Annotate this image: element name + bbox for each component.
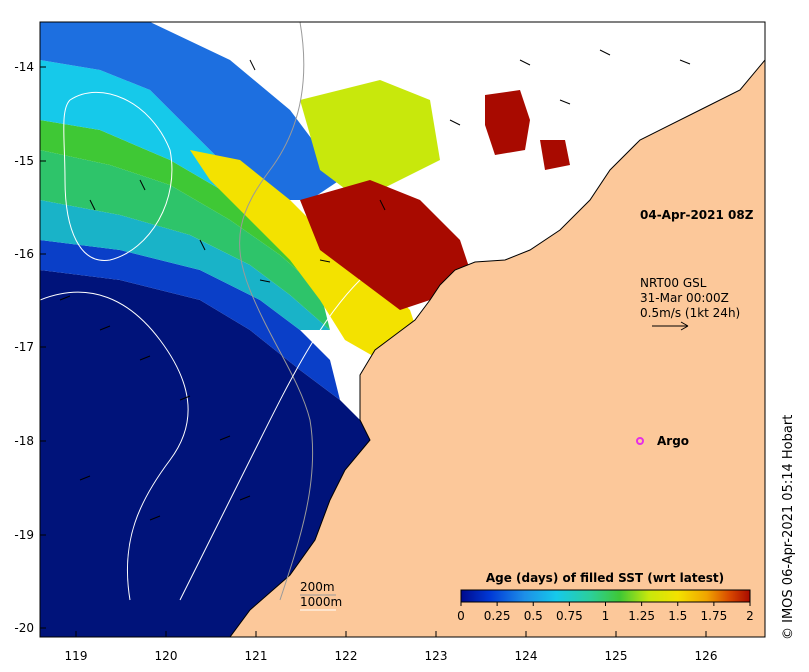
x-tick-label: 125 bbox=[605, 649, 628, 663]
colorbar-tick-label: 1.5 bbox=[668, 609, 687, 623]
depth-legend-1000m: 1000m bbox=[300, 595, 342, 609]
sst-band-green bbox=[40, 150, 330, 330]
land-australia bbox=[230, 60, 765, 637]
plot-frame bbox=[39, 21, 766, 638]
sst-band-bright-green bbox=[40, 120, 340, 300]
y-tick-label: -20 bbox=[14, 621, 34, 635]
colorbar: Age (days) of filled SST (wrt latest) 0 0… bbox=[457, 571, 754, 623]
colorbar-title: Age (days) of filled SST (wrt latest) bbox=[486, 571, 724, 585]
colorbar-tick-label: 0.5 bbox=[524, 609, 543, 623]
current-source-line2: 31-Mar 00:00Z bbox=[640, 291, 729, 305]
sst-band-yellow-green bbox=[300, 80, 440, 200]
current-scale-label: 0.5m/s (1kt 24h) bbox=[640, 306, 740, 320]
colorbar-tick-label: 2 bbox=[746, 609, 754, 623]
isobath-200m bbox=[239, 22, 314, 601]
y-tick-label: -16 bbox=[14, 247, 34, 261]
y-tick-marks bbox=[40, 66, 46, 629]
sst-band-teal-north bbox=[40, 60, 290, 240]
current-arrows bbox=[59, 49, 691, 521]
argo-label: Argo bbox=[657, 434, 689, 448]
y-tick-label: -18 bbox=[14, 434, 34, 448]
colorbar-gradient bbox=[460, 589, 751, 603]
y-tick-label: -14 bbox=[14, 60, 34, 74]
colorbar-tick-label: 1.25 bbox=[628, 609, 655, 623]
colorbar-tick-label: 0.75 bbox=[556, 609, 583, 623]
timestamp-label: 04-Apr-2021 08Z bbox=[640, 208, 754, 222]
sst-band-blue-north bbox=[40, 22, 340, 200]
current-scale-arrow bbox=[652, 321, 689, 331]
colorbar-tick-label: 1 bbox=[602, 609, 610, 623]
imos-credit: © IMOS 06-Apr-2021 05:14 Hobart bbox=[781, 414, 796, 640]
x-tick-label: 123 bbox=[425, 649, 448, 663]
sst-band-dark-red bbox=[300, 180, 470, 310]
coastline-kimberley bbox=[229, 59, 765, 637]
y-tick-label: -17 bbox=[14, 340, 34, 354]
sst-band-blue bbox=[40, 240, 340, 400]
y-tick-labels: -14 -15 -16 -17 -18 -19 -20 bbox=[14, 60, 34, 635]
isobath-1000m bbox=[40, 91, 361, 601]
y-tick-label: -19 bbox=[14, 528, 34, 542]
colorbar-tick-label: 0 bbox=[457, 609, 465, 623]
x-tick-label: 121 bbox=[245, 649, 268, 663]
x-tick-label: 119 bbox=[65, 649, 88, 663]
sst-band-yellow bbox=[190, 150, 420, 360]
colorbar-tick-label: 0.25 bbox=[484, 609, 511, 623]
sst-band-dark-blue bbox=[40, 270, 380, 637]
x-tick-label: 120 bbox=[155, 649, 178, 663]
x-tick-marks bbox=[75, 631, 707, 637]
sst-patch-dark-red-north bbox=[485, 90, 530, 155]
colorbar-tick-label: 1.75 bbox=[701, 609, 728, 623]
x-tick-labels: 119 120 121 122 123 124 125 126 bbox=[65, 649, 718, 663]
sst-band-teal bbox=[40, 200, 330, 330]
x-tick-label: 122 bbox=[335, 649, 358, 663]
x-tick-label: 126 bbox=[695, 649, 718, 663]
sst-patch-dark-red-east bbox=[540, 140, 570, 170]
argo-float-marker bbox=[636, 437, 644, 445]
current-source-line1: NRT00 GSL bbox=[640, 276, 707, 290]
y-tick-label: -15 bbox=[14, 154, 34, 168]
depth-legend-200m: 200m bbox=[300, 580, 335, 594]
x-tick-label: 124 bbox=[515, 649, 538, 663]
